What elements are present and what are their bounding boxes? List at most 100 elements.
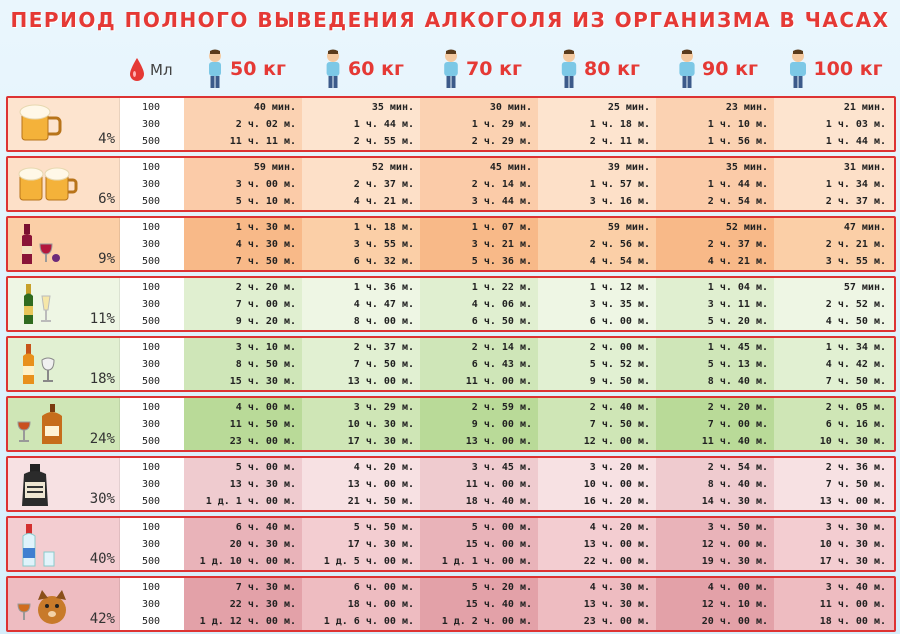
volume-value: 500 — [142, 496, 161, 507]
weight-column-3: 5 ч. 00 м. 15 ч. 00 м. 1 д. 1 ч. 00 м. — [420, 518, 538, 570]
percent-label: 4% — [98, 131, 115, 147]
time-value: 1 ч. 44 м. — [825, 136, 886, 147]
weight-header-5: 90 кг — [658, 48, 776, 90]
time-value: 2 ч. 02 м. — [235, 119, 296, 130]
time-value: 7 ч. 00 м. — [235, 299, 296, 310]
volume-value: 500 — [142, 616, 161, 627]
weight-column-2: 35 мин. 1 ч. 44 м. 2 ч. 55 м. — [302, 98, 420, 150]
time-value: 1 ч. 44 м. — [707, 179, 768, 190]
time-value: 7 ч. 50 м. — [589, 419, 650, 430]
weight-column-2: 6 ч. 00 м. 18 ч. 00 м. 1 д. 6 ч. 00 м. — [302, 578, 420, 630]
time-value: 2 ч. 37 м. — [353, 342, 414, 353]
time-value: 13 ч. 00 м. — [347, 479, 414, 490]
drink-cell: 30% — [8, 458, 120, 510]
time-value: 10 ч. 30 м. — [347, 419, 414, 430]
weight-column-2: 3 ч. 29 м. 10 ч. 30 м. 17 ч. 30 м. — [302, 398, 420, 450]
time-value: 20 ч. 30 м. — [229, 539, 296, 550]
volume-value: 300 — [142, 539, 161, 550]
percent-label: 11% — [89, 311, 115, 327]
time-value: 35 мин. — [371, 102, 414, 113]
time-value: 4 ч. 20 м. — [589, 522, 650, 533]
drink-cell: 6% — [8, 158, 120, 210]
time-value: 20 ч. 00 м. — [701, 616, 768, 627]
weight-column-4: 59 мин. 2 ч. 56 м. 4 ч. 54 м. — [538, 218, 656, 270]
alcohol-row-4: 11% 100 300 500 2 ч. 20 м. 7 ч. 00 м. 9 ч. 20 … — [6, 276, 896, 332]
percent-label: 18% — [89, 371, 115, 387]
time-value: 7 ч. 50 м. — [235, 256, 296, 267]
weight-column-4: 39 мин. 1 ч. 57 м. 3 ч. 16 м. — [538, 158, 656, 210]
time-value: 23 ч. 00 м. — [583, 616, 650, 627]
alcohol-row-6: 24% 100 300 500 4 ч. 00 м. 11 ч. 50 м. 23 ч. 0… — [6, 396, 896, 452]
person-icon — [679, 49, 695, 88]
alcohol-row-3: 9% 100 300 500 1 ч. 30 м. 4 ч. 30 м. 7 ч. 50 м… — [6, 216, 896, 272]
weight-column-6: 3 ч. 40 м. 11 ч. 00 м. 18 ч. 00 м. — [774, 578, 892, 630]
time-value: 2 ч. 40 м. — [589, 402, 650, 413]
time-value: 39 мин. — [607, 162, 650, 173]
alcohol-row-2: 6% 100 300 500 59 мин. 3 ч. 00 м. 5 ч. 10 м. 52… — [6, 156, 896, 212]
person-icon — [444, 49, 458, 88]
time-value: 25 мин. — [607, 102, 650, 113]
weight-column-3: 30 мин. 1 ч. 29 м. 2 ч. 29 м. — [420, 98, 538, 150]
time-value: 8 ч. 50 м. — [235, 359, 296, 370]
time-value: 3 ч. 00 м. — [235, 179, 296, 190]
time-value: 7 ч. 00 м. — [707, 419, 768, 430]
vodka-bottle-icon — [16, 522, 66, 572]
drink-cell: 18% — [8, 338, 120, 390]
time-value: 4 ч. 06 м. — [471, 299, 532, 310]
wine-bottle-icon — [16, 222, 66, 270]
time-value: 6 ч. 40 м. — [235, 522, 296, 533]
weight-column-5: 1 ч. 04 м. 3 ч. 11 м. 5 ч. 20 м. — [656, 278, 774, 330]
time-value: 2 ч. 37 м. — [825, 196, 886, 207]
weight-header-2: 60 кг — [304, 48, 422, 90]
time-value: 4 ч. 00 м. — [235, 402, 296, 413]
alcohol-row-7: 30% 100 300 500 5 ч. 00 м. 13 ч. 30 м. 1 д. 1 … — [6, 456, 896, 512]
weight-column-3: 45 мин. 2 ч. 14 м. 3 ч. 44 м. — [420, 158, 538, 210]
weight-column-6: 1 ч. 34 м. 4 ч. 42 м. 7 ч. 50 м. — [774, 338, 892, 390]
volume-cell: 100 300 500 — [120, 458, 184, 510]
time-value: 2 ч. 14 м. — [471, 342, 532, 353]
weight-column-1: 1 ч. 30 м. 4 ч. 30 м. 7 ч. 50 м. — [184, 218, 302, 270]
time-value: 9 ч. 50 м. — [589, 376, 650, 387]
time-value: 2 ч. 14 м. — [471, 179, 532, 190]
person-icon — [790, 49, 807, 88]
time-value: 22 ч. 00 м. — [583, 556, 650, 567]
time-value: 1 ч. 22 м. — [471, 282, 532, 293]
time-value: 3 ч. 44 м. — [471, 196, 532, 207]
time-value: 2 ч. 52 м. — [825, 299, 886, 310]
time-value: 3 ч. 16 м. — [589, 196, 650, 207]
weight-column-6: 47 мин. 2 ч. 21 м. 3 ч. 55 м. — [774, 218, 892, 270]
time-value: 5 ч. 00 м. — [235, 462, 296, 473]
whiskey-jug-icon — [16, 462, 66, 512]
time-value: 18 ч. 00 м. — [347, 599, 414, 610]
time-value: 1 д. 1 ч. 00 м. — [205, 496, 296, 507]
weight-column-2: 4 ч. 20 м. 13 ч. 00 м. 21 ч. 50 м. — [302, 458, 420, 510]
volume-value: 100 — [142, 222, 161, 233]
time-value: 9 ч. 20 м. — [235, 316, 296, 327]
weight-column-2: 1 ч. 18 м. 3 ч. 55 м. 6 ч. 32 м. — [302, 218, 420, 270]
time-value: 3 ч. 30 м. — [825, 522, 886, 533]
weight-column-5: 3 ч. 50 м. 12 ч. 00 м. 19 ч. 30 м. — [656, 518, 774, 570]
time-value: 5 ч. 13 м. — [707, 359, 768, 370]
person-icon — [561, 49, 577, 88]
time-value: 6 ч. 32 м. — [353, 256, 414, 267]
volume-value: 100 — [142, 582, 161, 593]
time-value: 13 ч. 00 м. — [465, 436, 532, 447]
time-value: 13 ч. 00 м. — [347, 376, 414, 387]
time-value: 10 ч. 30 м. — [819, 539, 886, 550]
drink-cell: 40% — [8, 518, 120, 570]
time-value: 4 ч. 47 м. — [353, 299, 414, 310]
time-value: 4 ч. 54 м. — [589, 256, 650, 267]
time-value: 7 ч. 50 м. — [825, 376, 886, 387]
ml-label: Мл — [150, 61, 173, 79]
time-value: 4 ч. 21 м. — [353, 196, 414, 207]
volume-value: 300 — [142, 479, 161, 490]
weight-column-3: 1 ч. 07 м. 3 ч. 21 м. 5 ч. 36 м. — [420, 218, 538, 270]
time-value: 9 ч. 00 м. — [471, 419, 532, 430]
weight-column-6: 31 мин. 1 ч. 34 м. 2 ч. 37 м. — [774, 158, 892, 210]
time-value: 3 ч. 10 м. — [235, 342, 296, 353]
time-value: 11 ч. 00 м. — [819, 599, 886, 610]
volume-cell: 100 300 500 — [120, 158, 184, 210]
time-value: 30 мин. — [489, 102, 532, 113]
time-value: 35 мин. — [725, 162, 768, 173]
alcohol-row-9: 42% 100 300 500 7 ч. 30 м. 22 ч. 30 м. 1 д. 12… — [6, 576, 896, 632]
